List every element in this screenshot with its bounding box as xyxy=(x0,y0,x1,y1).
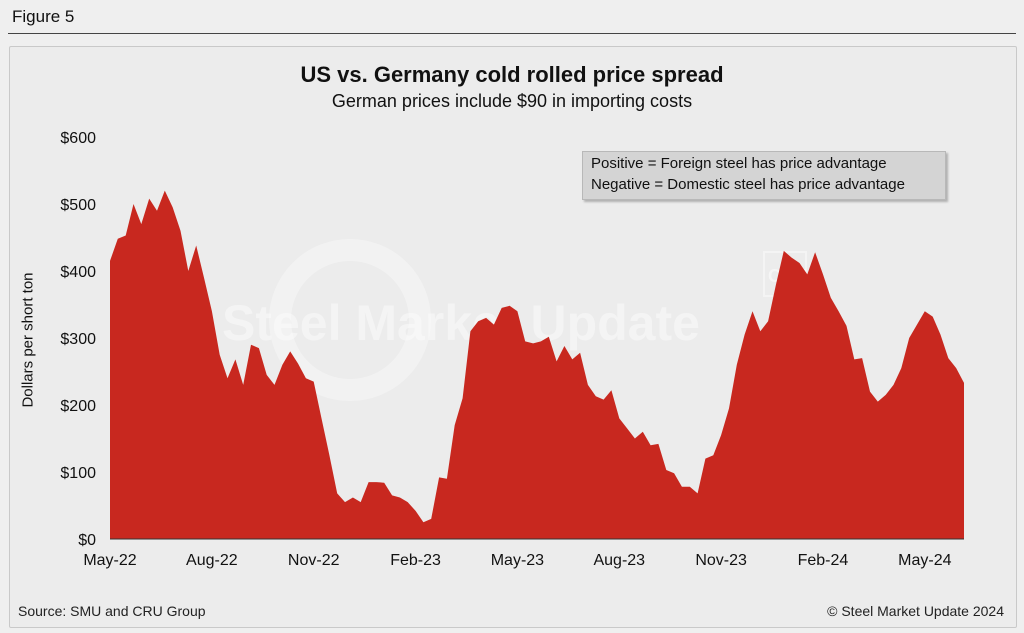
x-tick-label: Feb-23 xyxy=(390,552,441,569)
x-tick-label: Aug-22 xyxy=(186,552,238,569)
x-tick-label: May-22 xyxy=(83,552,136,569)
copyright-note: © Steel Market Update 2024 xyxy=(827,603,1004,619)
y-tick-label: $200 xyxy=(60,398,96,415)
y-tick-label: $300 xyxy=(60,331,96,348)
x-tick-label: Nov-22 xyxy=(288,552,340,569)
series-area xyxy=(110,190,964,539)
figure-label: Figure 5 xyxy=(12,7,75,26)
y-tick-label: $100 xyxy=(60,465,96,482)
x-tick-label: Feb-24 xyxy=(798,552,849,569)
x-tick-label: May-23 xyxy=(491,552,544,569)
x-tick-label: Nov-23 xyxy=(695,552,747,569)
y-tick-labels: $0 $100 $200 $300 $400 $500 $600 xyxy=(60,130,96,549)
legend-positive: Positive = Foreign steel has price advan… xyxy=(591,155,887,172)
top-rule xyxy=(8,33,1016,34)
legend-box: Positive = Foreign steel has price advan… xyxy=(582,151,946,200)
watermark-text: Steel Market Update xyxy=(222,295,700,351)
legend-negative: Negative = Domestic steel has price adva… xyxy=(591,176,905,193)
chart-subtitle: German prices include $90 in importing c… xyxy=(331,91,693,111)
y-tick-label: $0 xyxy=(78,532,96,549)
x-tick-label: Aug-23 xyxy=(593,552,645,569)
y-tick-label: $400 xyxy=(60,264,96,281)
chart-title: US vs. Germany cold rolled price spread xyxy=(300,62,724,87)
watermark-ring xyxy=(269,239,431,401)
x-tick-label: May-24 xyxy=(898,552,951,569)
x-tick-labels: May-22 Aug-22 Nov-22 Feb-23 May-23 Aug-23 Nov-… xyxy=(83,552,951,569)
source-note: Source: SMU and CRU Group xyxy=(18,603,206,619)
y-tick-label: $600 xyxy=(60,130,96,147)
y-tick-label: $500 xyxy=(60,197,96,214)
